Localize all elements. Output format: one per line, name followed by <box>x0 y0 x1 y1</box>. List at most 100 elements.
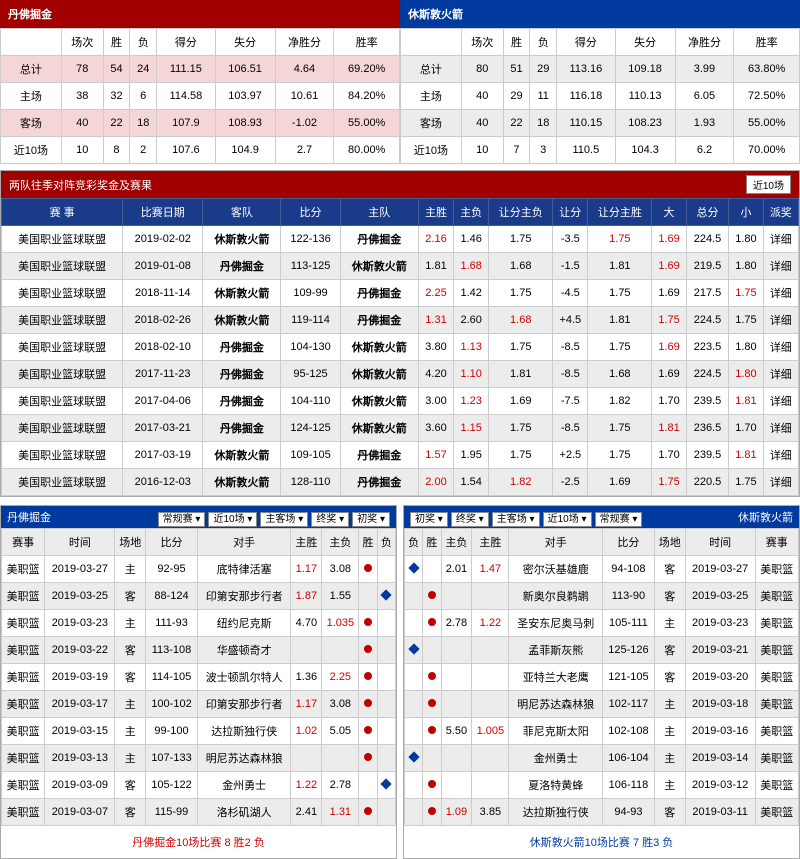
recent-cell: 圣安东尼奥马刺 <box>509 610 603 637</box>
h2h-cell: 美国职业篮球联盟 <box>2 469 123 496</box>
loss-dot <box>405 637 423 664</box>
team-stats-container: 丹佛掘金 场次胜负得分失分净胜分胜率总计785424111.15106.514.… <box>0 0 800 164</box>
h2h-cell[interactable]: 详细 <box>763 442 798 469</box>
loss-dot <box>405 691 423 718</box>
win-dot <box>423 718 441 745</box>
filter-select[interactable]: 主客场 ▾ <box>260 512 308 527</box>
win-dot <box>423 772 441 799</box>
h2h-cell: 休斯敦火箭 <box>203 307 281 334</box>
stats-cell: 104.3 <box>615 137 675 164</box>
recent-cell: 美职篮 <box>755 610 798 637</box>
h2h-cell[interactable]: 详细 <box>763 469 798 496</box>
stats-cell: 38 <box>61 83 103 110</box>
recent-cell: 2019-03-14 <box>685 745 755 772</box>
h2h-cell: 2.16 <box>418 226 453 253</box>
recent-cell: 达拉斯独行侠 <box>509 799 603 826</box>
h2h-cell: 1.80 <box>729 226 763 253</box>
recent-cell: 115-99 <box>146 799 198 826</box>
h2h-cell: 丹佛掘金 <box>340 226 418 253</box>
h2h-cell: 1.68 <box>588 361 652 388</box>
recent-cell: 2019-03-25 <box>45 583 115 610</box>
filter-select[interactable]: 近10场 ▾ <box>208 512 257 527</box>
h2h-cell: 美国职业篮球联盟 <box>2 361 123 388</box>
recent-cell: 125-126 <box>603 637 655 664</box>
h2h-cell[interactable]: 详细 <box>763 361 798 388</box>
h2h-cell: -2.5 <box>553 469 588 496</box>
recent-a-footer: 丹佛掘金10场比赛 8 胜2 负 <box>1 826 396 858</box>
stats-header: 失分 <box>215 29 275 56</box>
h2h-cell: -8.5 <box>553 361 588 388</box>
recent-cell: 客 <box>654 799 685 826</box>
h2h-cell: 休斯敦火箭 <box>340 253 418 280</box>
filter-select[interactable]: 初奖 ▾ <box>410 512 448 527</box>
recent-header: 负 <box>405 529 423 556</box>
stats-cell: 7 <box>503 137 530 164</box>
stats-header: 得分 <box>557 29 616 56</box>
recent-cell <box>472 745 509 772</box>
h2h-cell: 2017-04-06 <box>123 388 203 415</box>
h2h-cell: 236.5 <box>686 415 728 442</box>
recent-cell: 客 <box>654 556 685 583</box>
h2h-cell: 丹佛掘金 <box>203 388 281 415</box>
loss-dot <box>405 664 423 691</box>
h2h-cell[interactable]: 详细 <box>763 388 798 415</box>
h2h-cell[interactable]: 详细 <box>763 307 798 334</box>
stats-cell: 18 <box>130 110 157 137</box>
recent-cell: 孟菲斯灰熊 <box>509 637 603 664</box>
recent-b-title: 休斯敦火箭 <box>645 509 793 525</box>
h2h-filter-button[interactable]: 近10场 <box>746 175 791 194</box>
recent-cell: 金州勇士 <box>197 772 291 799</box>
stats-cell: 110.5 <box>557 137 616 164</box>
recent-cell: 3.85 <box>472 799 509 826</box>
recent-cell: 美职篮 <box>2 610 45 637</box>
h2h-cell[interactable]: 详细 <box>763 253 798 280</box>
recent-cell <box>322 745 359 772</box>
h2h-cell: 223.5 <box>686 334 728 361</box>
stats-cell: 110.15 <box>557 110 616 137</box>
h2h-cell: 1.68 <box>454 253 489 280</box>
filter-select[interactable]: 初奖 ▾ <box>352 512 390 527</box>
loss-dot <box>377 556 395 583</box>
h2h-cell: 239.5 <box>686 388 728 415</box>
filter-select[interactable]: 常规赛 ▾ <box>595 512 643 527</box>
h2h-cell: 1.54 <box>454 469 489 496</box>
recent-cell: 纽约尼克斯 <box>197 610 291 637</box>
recent-cell: 华盛顿奇才 <box>197 637 291 664</box>
recent-cell: 美职篮 <box>755 664 798 691</box>
filter-select[interactable]: 终奖 ▾ <box>451 512 489 527</box>
loss-dot <box>377 664 395 691</box>
recent-cell: 2.41 <box>291 799 322 826</box>
h2h-cell[interactable]: 详细 <box>763 280 798 307</box>
h2h-cell: 1.70 <box>652 442 686 469</box>
recent-header: 场地 <box>115 529 146 556</box>
h2h-cell: 休斯敦火箭 <box>340 334 418 361</box>
h2h-cell: 美国职业篮球联盟 <box>2 442 123 469</box>
stats-header: 胜率 <box>734 29 800 56</box>
h2h-cell[interactable]: 详细 <box>763 226 798 253</box>
stats-cell: 55.00% <box>734 110 800 137</box>
filter-select[interactable]: 主客场 ▾ <box>492 512 540 527</box>
stats-header: 胜率 <box>334 29 400 56</box>
h2h-table: 赛 事比赛日期客队比分主队主胜主负让分主负让分让分主胜大总分小派奖美国职业篮球联… <box>1 198 799 496</box>
win-dot <box>359 637 377 664</box>
recent-cell: 100-102 <box>146 691 198 718</box>
filter-select[interactable]: 终奖 ▾ <box>311 512 349 527</box>
h2h-cell: 224.5 <box>686 226 728 253</box>
h2h-header: 主负 <box>454 199 489 226</box>
filter-select[interactable]: 近10场 ▾ <box>543 512 592 527</box>
h2h-cell: 1.68 <box>489 307 553 334</box>
recent-cell: 2019-03-23 <box>45 610 115 637</box>
recent-header: 胜 <box>423 529 441 556</box>
h2h-cell: 1.81 <box>588 307 652 334</box>
h2h-cell: 1.75 <box>588 442 652 469</box>
win-dot <box>423 691 441 718</box>
stats-cell: 109.18 <box>615 56 675 83</box>
h2h-cell: 美国职业篮球联盟 <box>2 415 123 442</box>
loss-dot <box>377 799 395 826</box>
filter-select[interactable]: 常规赛 ▾ <box>158 512 206 527</box>
h2h-cell: 1.69 <box>652 334 686 361</box>
stats-cell: 32 <box>103 83 130 110</box>
h2h-cell[interactable]: 详细 <box>763 334 798 361</box>
h2h-cell[interactable]: 详细 <box>763 415 798 442</box>
recent-cell: 美职篮 <box>2 637 45 664</box>
